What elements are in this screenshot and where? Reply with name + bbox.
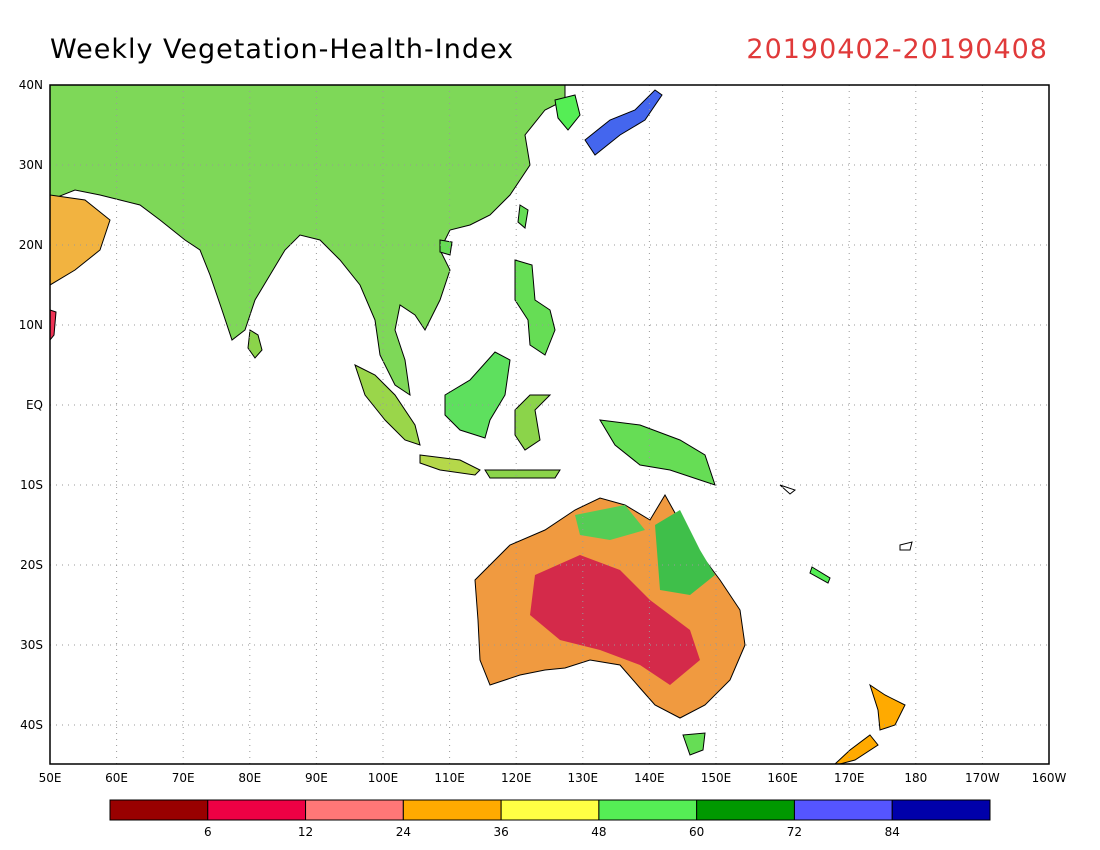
longitude-labels: 50E 60E 70E 80E 90E 100E 110E 120E 130E 140E 150E 1… — [39, 771, 1067, 785]
land-nz-south — [834, 734, 879, 764]
lon-label: 90E — [305, 771, 328, 785]
legend-swatch — [402, 799, 502, 821]
lat-label: 20N — [19, 238, 43, 252]
legend-label: 60 — [689, 825, 704, 839]
lat-label: 40S — [20, 718, 43, 732]
lat-label: 20S — [20, 558, 43, 572]
lon-label: 130E — [568, 771, 599, 785]
legend-swatch — [207, 799, 307, 821]
legend-label: 36 — [493, 825, 508, 839]
lat-label: 30S — [20, 638, 43, 652]
lat-label: 30N — [19, 158, 43, 172]
land-sri-lanka — [247, 329, 263, 359]
land-borneo — [444, 351, 511, 439]
legend-swatch — [109, 799, 209, 821]
legend-swatch — [305, 799, 404, 821]
lon-label: 120E — [501, 771, 532, 785]
land-taiwan — [517, 204, 529, 229]
legend-swatch — [891, 799, 991, 821]
legend-swatch — [598, 799, 698, 821]
australia-north — [575, 505, 645, 540]
lon-label: 170W — [965, 771, 1000, 785]
land-tasmania — [682, 732, 706, 756]
legend-label: 84 — [885, 825, 900, 839]
lon-label: 110E — [434, 771, 465, 785]
land-lesser-sunda — [484, 469, 561, 479]
color-legend: 6 12 24 36 48 60 72 84 — [109, 799, 991, 839]
land-hainan — [439, 239, 453, 256]
lat-label: 40N — [19, 78, 43, 92]
map-title: Weekly Vegetation-Health-Index — [50, 34, 515, 65]
land-sulawesi — [514, 394, 552, 451]
land-nz-north — [869, 683, 906, 731]
lon-label: 150E — [701, 771, 732, 785]
legend-swatch — [696, 799, 795, 821]
lon-label: 170E — [834, 771, 865, 785]
legend-label: 24 — [396, 825, 411, 839]
land-fiji — [899, 541, 913, 551]
lon-label: 160E — [767, 771, 798, 785]
land-india-west — [50, 309, 57, 341]
lat-label: 10N — [19, 318, 43, 332]
land-sumatra — [354, 364, 421, 446]
australia-dry-core — [530, 555, 700, 685]
lon-label: 70E — [172, 771, 195, 785]
land-areas — [50, 85, 913, 764]
legend-label: 6 — [204, 825, 212, 839]
legend-swatch — [793, 799, 893, 821]
land-java — [419, 454, 481, 476]
land-new-caledonia — [809, 566, 831, 584]
legend-label: 72 — [787, 825, 802, 839]
land-philippines — [514, 259, 556, 356]
land-arabia — [50, 194, 111, 286]
lon-label: 60E — [105, 771, 128, 785]
lon-label: 50E — [39, 771, 62, 785]
lon-label: 140E — [634, 771, 665, 785]
land-new-guinea — [599, 419, 716, 486]
date-range: 20190402-20190408 — [746, 34, 1048, 65]
map-frame — [49, 84, 1050, 765]
legend-label: 12 — [298, 825, 313, 839]
lat-label: 10S — [20, 478, 43, 492]
lon-label: 80E — [238, 771, 261, 785]
lon-label: 160W — [1032, 771, 1067, 785]
australia-wet-east — [655, 510, 715, 595]
lon-label: 100E — [368, 771, 399, 785]
land-solomons — [779, 484, 797, 495]
land-japan — [584, 89, 663, 156]
lon-label: 180 — [904, 771, 927, 785]
land-asia — [50, 85, 566, 397]
land-korea — [554, 94, 581, 131]
legend-label: 48 — [591, 825, 606, 839]
latitude-labels: 40N 30N 20N 10N EQ 10S 20S 30S 40S — [19, 78, 43, 732]
lat-label: EQ — [26, 398, 43, 412]
legend-swatch — [500, 799, 600, 821]
